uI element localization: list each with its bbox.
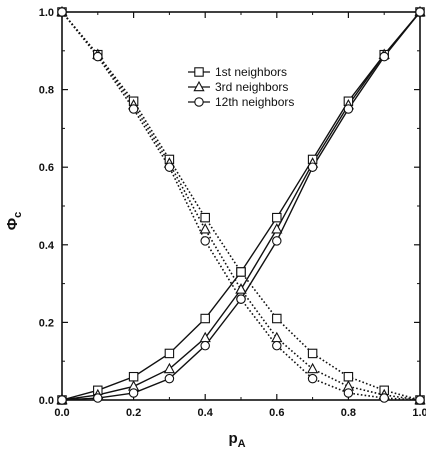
data-point (235, 283, 247, 294)
data-point (271, 331, 283, 343)
data-point (415, 395, 425, 405)
y-tick-label: 0.4 (39, 240, 55, 252)
data-point (199, 223, 211, 234)
y-axis-title: Φc (4, 212, 24, 230)
legend-marker (194, 67, 204, 77)
data-point (343, 371, 354, 382)
data-point (272, 313, 282, 324)
data-point (379, 393, 389, 403)
x-tick-label: 0.0 (54, 407, 69, 419)
data-point (164, 162, 175, 172)
x-tick-label: 1.0 (412, 407, 426, 419)
data-point (93, 51, 103, 62)
data-point (307, 162, 318, 172)
x-tick-label: 0.4 (198, 407, 214, 419)
data-point (128, 371, 139, 382)
data-point (272, 236, 282, 246)
y-tick-label: 0.0 (39, 395, 54, 407)
data-point (236, 294, 246, 304)
data-point (272, 212, 282, 223)
series-markers (56, 5, 426, 405)
data-point (200, 212, 210, 223)
legend-marker (194, 97, 204, 107)
y-axis-title-subscript: c (12, 212, 24, 218)
data-point (164, 373, 175, 384)
data-point (307, 348, 318, 359)
x-tick-label: 0.8 (341, 407, 356, 419)
data-point (236, 267, 246, 277)
data-point (271, 223, 283, 234)
legend-label: 1st neighbors (215, 65, 287, 79)
data-point (128, 388, 139, 398)
y-axis-title-main: Φ (4, 218, 21, 230)
data-point (272, 340, 282, 351)
data-point (200, 340, 210, 351)
legend-label: 3rd neighbors (215, 80, 288, 94)
data-point (57, 7, 67, 17)
data-point (57, 395, 67, 405)
data-point (93, 393, 103, 403)
x-axis-title-subscript: A (238, 438, 246, 450)
x-axis-title: pA (228, 430, 245, 450)
data-point (415, 7, 425, 17)
data-point (343, 388, 354, 398)
y-tick-label: 0.6 (39, 162, 54, 174)
x-tick-label: 0.2 (126, 407, 141, 419)
data-point (128, 104, 139, 114)
data-point (200, 313, 210, 324)
data-point (164, 348, 175, 359)
axes: 0.0 0.2 0.4 0.6 0.8 1.0 0.0 0.2 0.4 0.6 0.8 1.0 (39, 7, 426, 419)
x-axis-title-main: p (228, 430, 237, 447)
data-point (306, 362, 319, 374)
data-point (200, 236, 210, 246)
data-point (307, 373, 318, 384)
x-tick-label: 0.6 (269, 407, 284, 419)
data-point (343, 104, 354, 114)
y-tick-label: 0.8 (39, 85, 54, 97)
data-point (163, 362, 176, 374)
data-point (379, 51, 389, 62)
legend-label: 12th neighbors (215, 95, 294, 109)
legend-marker (193, 80, 205, 92)
y-tick-label: 1.0 (39, 7, 54, 19)
y-tick-label: 0.2 (39, 317, 54, 329)
